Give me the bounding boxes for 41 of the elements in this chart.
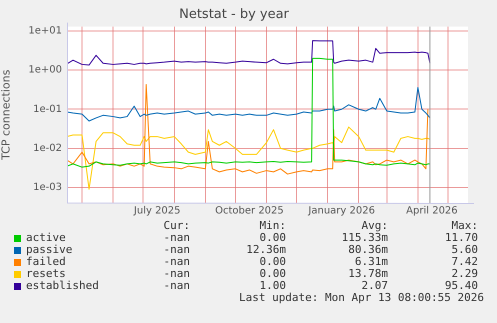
text: Avg: xyxy=(362,219,388,232)
x-tick-label: January 2026 xyxy=(307,206,375,217)
text: Last update: Mon Apr 13 08:00:55 2026 xyxy=(238,291,484,304)
text: 0.00 xyxy=(260,231,286,244)
text: 13.78m xyxy=(348,267,388,280)
text: Max: xyxy=(452,219,478,232)
x-tick-label: April 2026 xyxy=(406,206,458,217)
y-tick-label: 1e+01 xyxy=(28,26,62,37)
text: 5.60 xyxy=(452,243,478,256)
text: Cur: xyxy=(164,219,190,232)
text: 80.36m xyxy=(348,243,388,256)
legend-label: active xyxy=(26,231,66,244)
text: -nan xyxy=(164,279,190,292)
y-axis-title: TCP connections xyxy=(0,69,12,161)
y-tick-label: 1e-01 xyxy=(33,104,62,115)
text: -nan xyxy=(164,255,190,268)
text: 6.31m xyxy=(354,255,388,268)
legend-label: established xyxy=(26,279,99,292)
text: 0.00 xyxy=(260,255,286,268)
text: 11.70 xyxy=(444,231,478,244)
text: 12.36m xyxy=(246,243,286,256)
text: 1.00 xyxy=(260,279,286,292)
text: -nan xyxy=(164,231,190,244)
legend-label: failed xyxy=(26,255,66,268)
y-tick-label: 1e-03 xyxy=(33,182,62,194)
chart-title: Netstat - by year xyxy=(179,7,290,22)
text: -nan xyxy=(164,267,190,280)
legend-label: passive xyxy=(26,243,72,256)
text: 2.29 xyxy=(452,267,478,280)
text: 0.00 xyxy=(260,267,286,280)
legend-label: resets xyxy=(26,267,66,280)
text: 7.42 xyxy=(452,255,478,268)
y-tick-label: 1e-02 xyxy=(33,142,62,154)
text: 95.40 xyxy=(444,279,478,292)
text: -nan xyxy=(164,243,190,256)
x-tick-label: July 2025 xyxy=(132,206,181,217)
x-tick-label: October 2025 xyxy=(215,206,284,217)
text: 2.07 xyxy=(362,279,388,292)
y-tick-label: 1e+00 xyxy=(28,64,62,76)
text: Min: xyxy=(260,219,286,232)
text: 115.33m xyxy=(342,231,388,244)
